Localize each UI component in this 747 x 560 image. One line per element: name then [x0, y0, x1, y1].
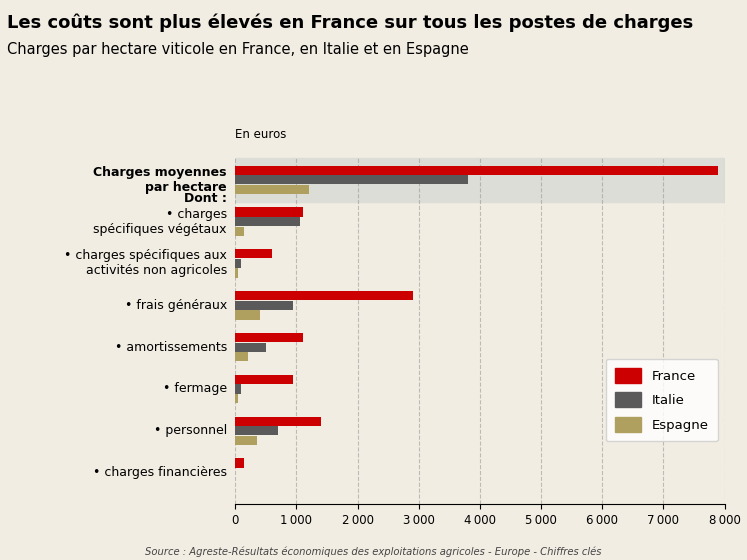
Text: • charges spécifiques aux
activités non agricoles: • charges spécifiques aux activités non …	[64, 249, 227, 277]
Bar	[235, 459, 244, 468]
Bar	[235, 310, 260, 320]
Bar	[235, 259, 241, 268]
Text: • amortissements: • amortissements	[115, 340, 227, 353]
Text: • charges financières: • charges financières	[93, 466, 227, 479]
Text: En euros: En euros	[235, 128, 287, 141]
Bar	[235, 217, 300, 226]
Bar	[235, 375, 294, 384]
Text: Les coûts sont plus élevés en France sur tous les postes de charges: Les coûts sont plus élevés en France sur…	[7, 14, 694, 32]
Text: • fermage: • fermage	[163, 382, 227, 395]
Text: • personnel: • personnel	[154, 424, 227, 437]
Bar	[235, 301, 294, 310]
Text: Charges moyennes
par hectare: Charges moyennes par hectare	[93, 166, 227, 194]
Bar	[235, 436, 257, 445]
Bar	[235, 227, 244, 236]
Text: Source : Agreste-Résultats économiques des exploitations agricoles - Europe - Ch: Source : Agreste-Résultats économiques d…	[145, 547, 602, 557]
Bar	[235, 175, 468, 184]
Text: Dont :: Dont :	[184, 192, 227, 206]
Text: • charges
spécifiques végétaux: • charges spécifiques végétaux	[93, 208, 227, 236]
Bar	[235, 384, 241, 394]
Bar	[235, 352, 247, 361]
Text: Charges par hectare viticole en France, en Italie et en Espagne: Charges par hectare viticole en France, …	[7, 42, 469, 57]
Bar	[235, 185, 309, 194]
Bar	[235, 249, 272, 259]
Text: • frais généraux: • frais généraux	[125, 299, 227, 312]
Legend: France, Italie, Espagne: France, Italie, Espagne	[606, 358, 718, 441]
Bar	[235, 166, 719, 175]
Bar	[235, 158, 725, 202]
Bar	[235, 268, 238, 278]
Bar	[235, 207, 303, 217]
Bar	[235, 426, 278, 435]
Bar	[235, 291, 412, 300]
Bar	[235, 394, 238, 403]
Bar	[235, 343, 266, 352]
Bar	[235, 417, 321, 426]
Bar	[235, 333, 303, 342]
